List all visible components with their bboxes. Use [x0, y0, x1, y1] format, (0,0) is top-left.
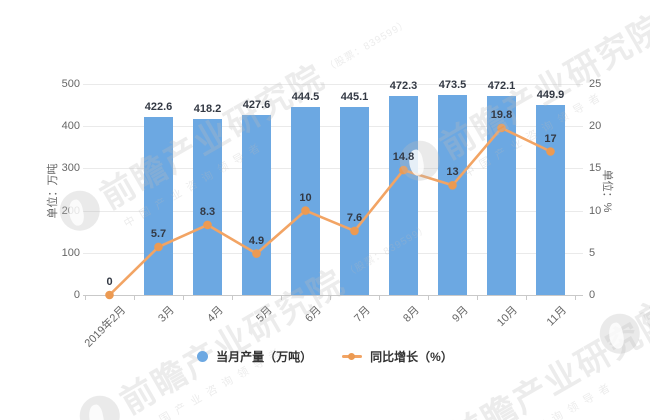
- bar-9月[interactable]: [438, 95, 467, 295]
- bar-3月[interactable]: [144, 116, 173, 295]
- bar-value-label: 472.1: [487, 79, 516, 92]
- legend-item-production[interactable]: 当月产量（万吨）: [197, 348, 312, 365]
- line-point-7月[interactable]: [350, 226, 359, 236]
- right-axis-tick-15: 15: [589, 162, 602, 175]
- x-axis-tick: [134, 295, 135, 300]
- x-axis-tick: [85, 295, 86, 300]
- line-point-6月[interactable]: [301, 206, 310, 215]
- x-axis-tick: [575, 295, 576, 300]
- bar-value-label: 422.6: [144, 100, 173, 113]
- left-axis-tick-300: 300: [61, 162, 80, 175]
- legend: 当月产量（万吨） 同比增长（%）: [0, 348, 650, 365]
- x-axis-tick: [379, 295, 380, 300]
- legend-line-marker-icon: [342, 351, 363, 362]
- bar-value-label: 445.1: [340, 91, 369, 104]
- line-value-label: 7.6: [346, 211, 363, 224]
- legend-bar-marker-icon: [197, 351, 209, 362]
- right-axis-tick-0: 0: [589, 289, 596, 301]
- growth-line: [108, 126, 552, 296]
- gridline-100: [83, 252, 583, 254]
- gridline-500: [83, 84, 583, 85]
- gridline-300: [83, 168, 583, 170]
- x-axis-tick: [232, 295, 233, 300]
- legend-label: 同比增长（%）: [370, 350, 453, 364]
- bar-7月[interactable]: [340, 107, 369, 295]
- right-axis-tick-10: 10: [589, 204, 602, 217]
- x-axis-tick: [330, 295, 331, 300]
- line-point-3月[interactable]: [154, 242, 163, 252]
- line-point-5月[interactable]: [252, 249, 261, 258]
- x-axis-tick: [477, 295, 478, 300]
- bar-value-label: 472.3: [389, 79, 418, 92]
- legend-item-growth[interactable]: 同比增长（%）: [342, 348, 453, 365]
- line-value-label: 19.8: [490, 108, 513, 121]
- line-point-8月[interactable]: [399, 165, 408, 175]
- bar-6月[interactable]: [291, 107, 320, 295]
- legend-line-dot: [348, 353, 356, 360]
- gridline-400: [83, 126, 583, 128]
- line-value-label: 10: [299, 191, 312, 204]
- line-point-11月[interactable]: [546, 147, 555, 156]
- left-axis-tick-0: 0: [73, 289, 80, 301]
- line-value-label: 5.7: [150, 227, 167, 240]
- bar-value-label: 427.6: [242, 98, 271, 111]
- bar-value-label: 444.5: [291, 91, 320, 104]
- line-value-label: 17: [544, 132, 557, 145]
- left-axis-tick-100: 100: [61, 246, 80, 259]
- bar-11月[interactable]: [536, 105, 565, 295]
- line-value-label: 8.3: [199, 205, 216, 218]
- bar-value-label: 449.9: [536, 89, 565, 102]
- bar-value-label: 473.5: [438, 79, 467, 92]
- line-point-4月[interactable]: [203, 220, 212, 230]
- x-axis-tick: [183, 295, 184, 300]
- line-value-label: 13: [446, 166, 459, 179]
- left-axis-tick-200: 200: [61, 204, 80, 217]
- bar-8月[interactable]: [389, 95, 418, 295]
- right-axis-title: 单位：%: [601, 169, 613, 213]
- x-axis-tick: [281, 295, 282, 300]
- bar-value-label: 418.2: [193, 102, 222, 115]
- right-axis-tick-20: 20: [589, 120, 602, 133]
- bar-5月[interactable]: [242, 114, 271, 295]
- gridline-200: [83, 210, 583, 212]
- right-axis-tick-5: 5: [589, 246, 596, 259]
- left-axis-tick-400: 400: [61, 120, 80, 133]
- line-point-2019年2月[interactable]: [105, 290, 114, 300]
- line-value-label: 4.9: [248, 234, 265, 247]
- line-value-label: 0: [106, 276, 113, 288]
- left-axis-tick-500: 500: [61, 78, 80, 90]
- legend-label: 当月产量（万吨）: [216, 350, 313, 364]
- right-axis-tick-25: 25: [589, 78, 602, 90]
- x-axis-tick: [526, 295, 527, 300]
- line-point-10月[interactable]: [497, 123, 506, 133]
- left-axis-title: 单位：万吨: [47, 163, 59, 219]
- line-value-label: 14.8: [392, 151, 415, 164]
- line-point-9月[interactable]: [448, 181, 457, 190]
- x-axis-line: [83, 295, 583, 296]
- bar-4月[interactable]: [193, 118, 222, 295]
- x-axis-tick: [428, 295, 429, 300]
